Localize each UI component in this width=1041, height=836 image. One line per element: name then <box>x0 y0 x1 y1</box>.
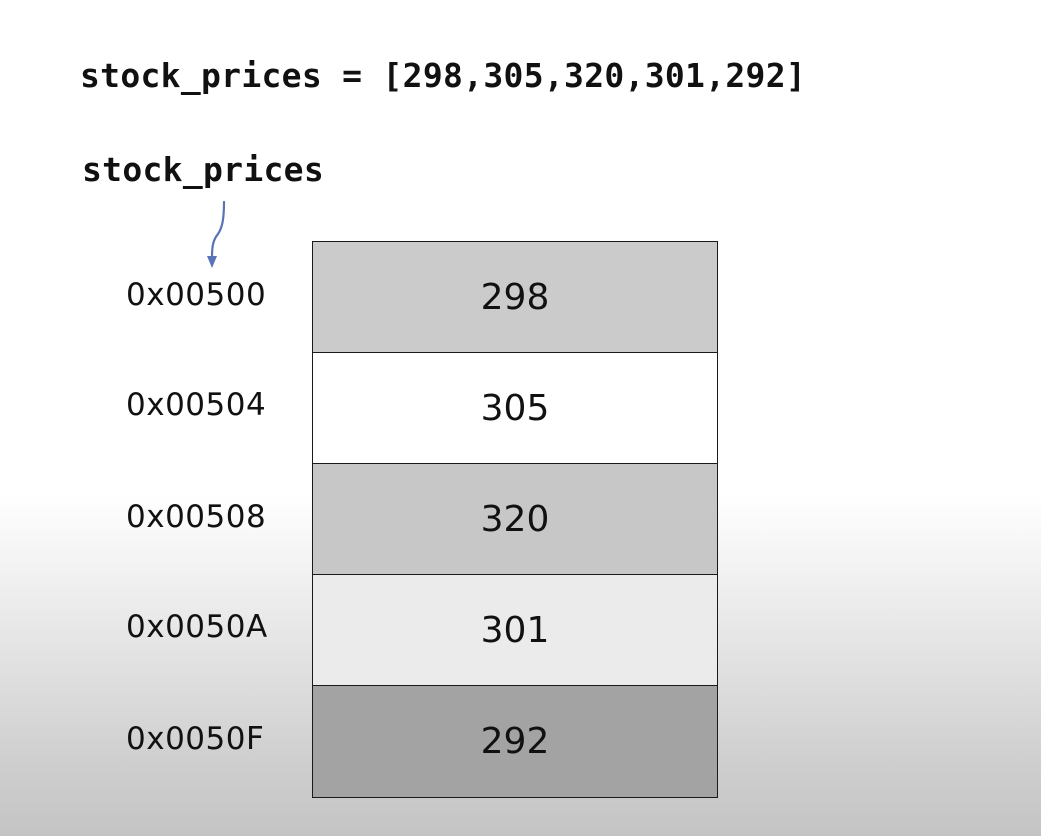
pointer-variable-label: stock_prices <box>82 150 325 189</box>
memory-address-label: 0x00504 <box>126 387 267 423</box>
memory-cell-0: 298 <box>312 241 718 353</box>
memory-cell-value: 320 <box>480 498 550 540</box>
memory-address-label: 0x0050F <box>126 721 265 757</box>
memory-address-label: 0x00508 <box>126 499 267 535</box>
memory-cell-1: 305 <box>312 352 718 464</box>
memory-address-label: 0x0050A <box>126 609 268 645</box>
pointer-arrow-shaft <box>210 200 226 260</box>
pointer-arrow-head <box>207 256 217 268</box>
memory-cell-value: 301 <box>480 609 550 651</box>
code-assignment-line: stock_prices = [298,305,320,301,292] <box>80 56 807 95</box>
pointer-arrow-icon <box>207 200 226 268</box>
memory-cell-3: 301 <box>312 574 718 686</box>
memory-cell-value: 298 <box>480 276 550 318</box>
memory-block: 298 305 320 301 292 <box>312 241 720 798</box>
memory-cell-4: 292 <box>312 685 718 798</box>
memory-address-label: 0x00500 <box>126 277 267 313</box>
memory-cell-2: 320 <box>312 463 718 575</box>
memory-cell-value: 305 <box>480 387 550 429</box>
memory-cell-value: 292 <box>480 721 550 762</box>
